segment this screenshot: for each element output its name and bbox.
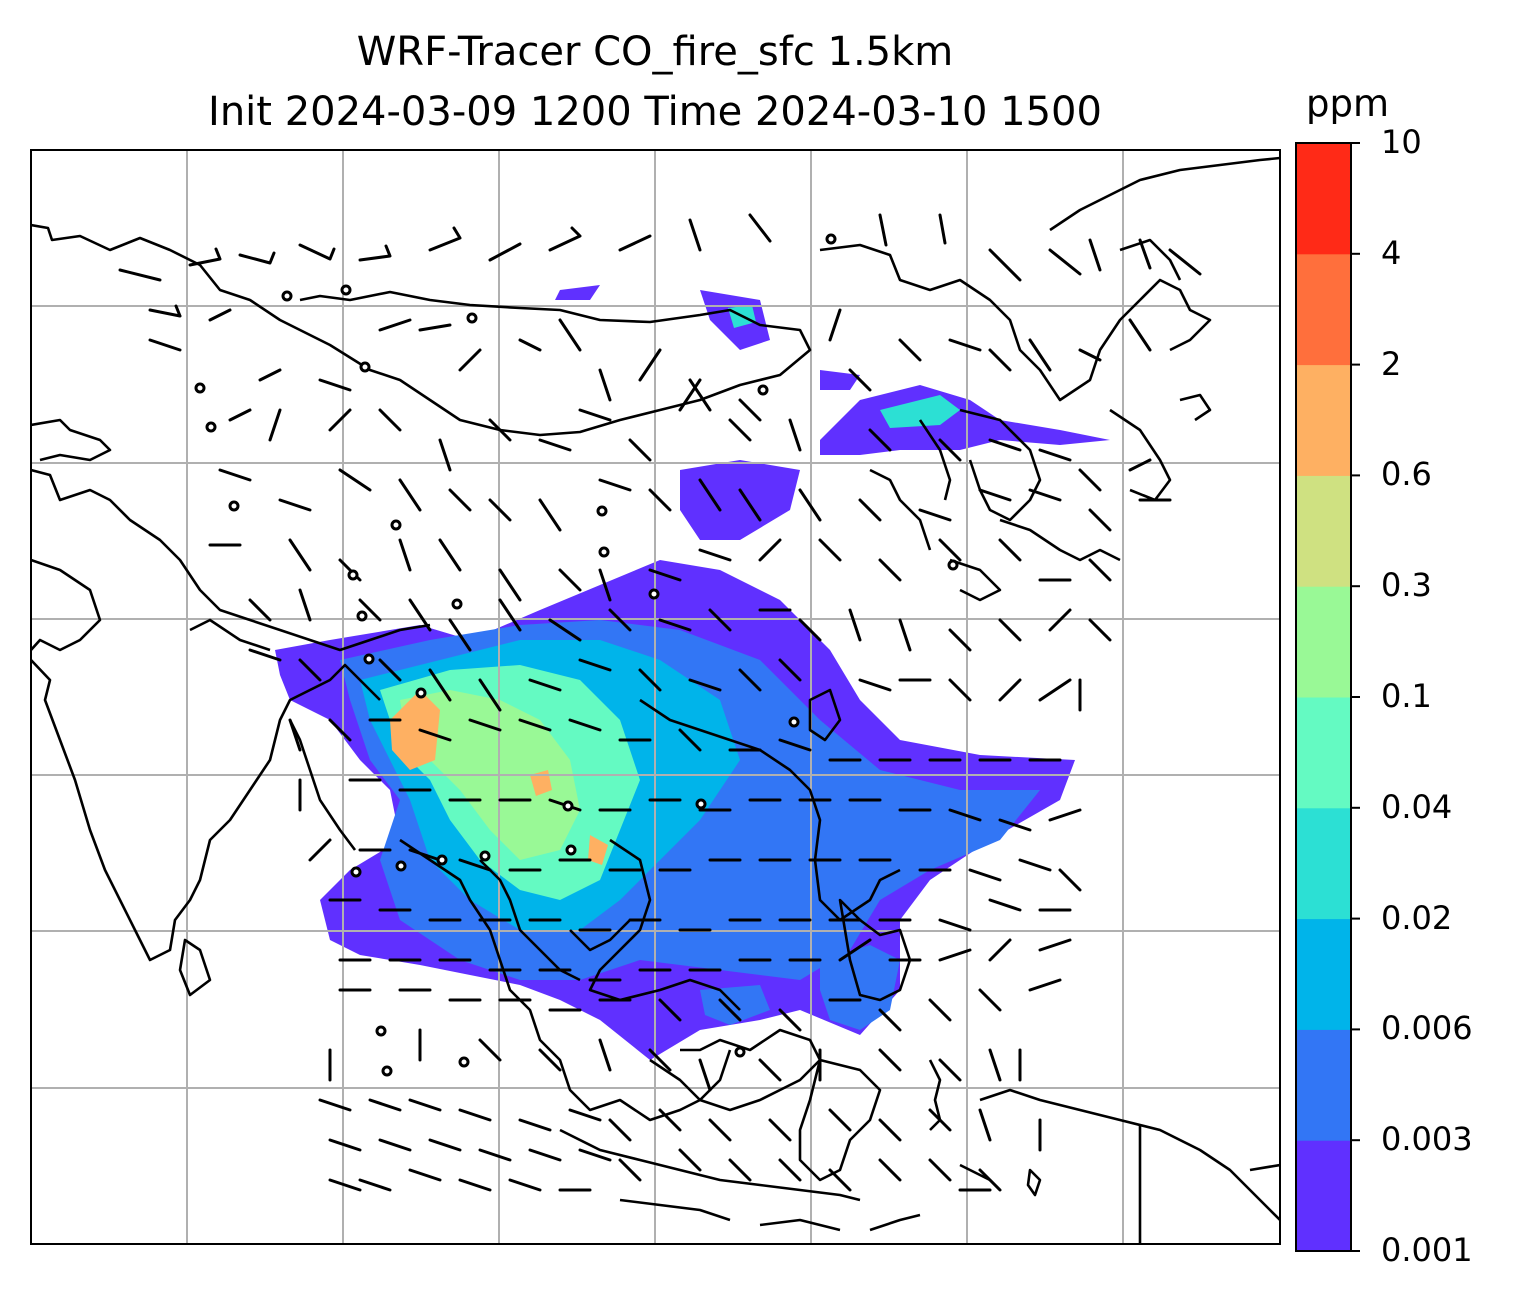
- plume-south-level-0: [700, 945, 900, 1030]
- colorbar-segment: [1296, 475, 1351, 587]
- colorbar-tick-label: 0.6: [1381, 455, 1432, 494]
- colorbar-tick-label: 0.003: [1381, 1120, 1473, 1159]
- colorbar-segment: [1296, 807, 1351, 920]
- calm-markers: [194, 233, 959, 1077]
- co-plume: [275, 285, 1110, 1060]
- plume-north-level-2: [728, 305, 960, 428]
- colorbar-tick-marks: [1351, 142, 1360, 1252]
- colorbar-tick-label: 4: [1381, 233, 1402, 272]
- colorbar: [1296, 143, 1351, 1252]
- map-frame: [30, 149, 1281, 1245]
- map-title-line2: Init 2024-03-09 1200 Time 2024-03-10 150…: [208, 89, 1102, 135]
- colorbar-segment: [1296, 364, 1351, 476]
- wind-barbs: [118, 213, 1202, 1192]
- colorbar-tick-label: 0.1: [1381, 677, 1432, 715]
- colorbar-segment: [1296, 143, 1351, 255]
- colorbar-segment: [1296, 1140, 1351, 1252]
- colorbar-tick-label: 2: [1381, 344, 1402, 383]
- colorbar-tick-label: 0.02: [1381, 898, 1453, 937]
- colorbar-segment: [1296, 586, 1351, 698]
- map-title-line1: WRF-Tracer CO_fire_sfc 1.5km: [356, 29, 954, 75]
- colorbar-tick-label: 0.006: [1381, 1009, 1473, 1048]
- plume-north-level-0: [555, 285, 1110, 540]
- colorbar-segment: [1296, 253, 1351, 366]
- colorbar-tick-label: 0.04: [1381, 787, 1453, 826]
- colorbar-tick-label: 0.001: [1381, 1231, 1473, 1269]
- colorbar-unit-label: ppm: [1306, 82, 1390, 125]
- colorbar-segment: [1296, 697, 1351, 809]
- colorbar-tick-label: 10: [1381, 123, 1422, 161]
- plume-level-5: [390, 690, 608, 865]
- gridlines: [31, 150, 1280, 1244]
- colorbar-tick-label: 0.3: [1381, 566, 1432, 605]
- colorbar-segment: [1296, 918, 1351, 1030]
- colorbar-segment: [1296, 1029, 1351, 1141]
